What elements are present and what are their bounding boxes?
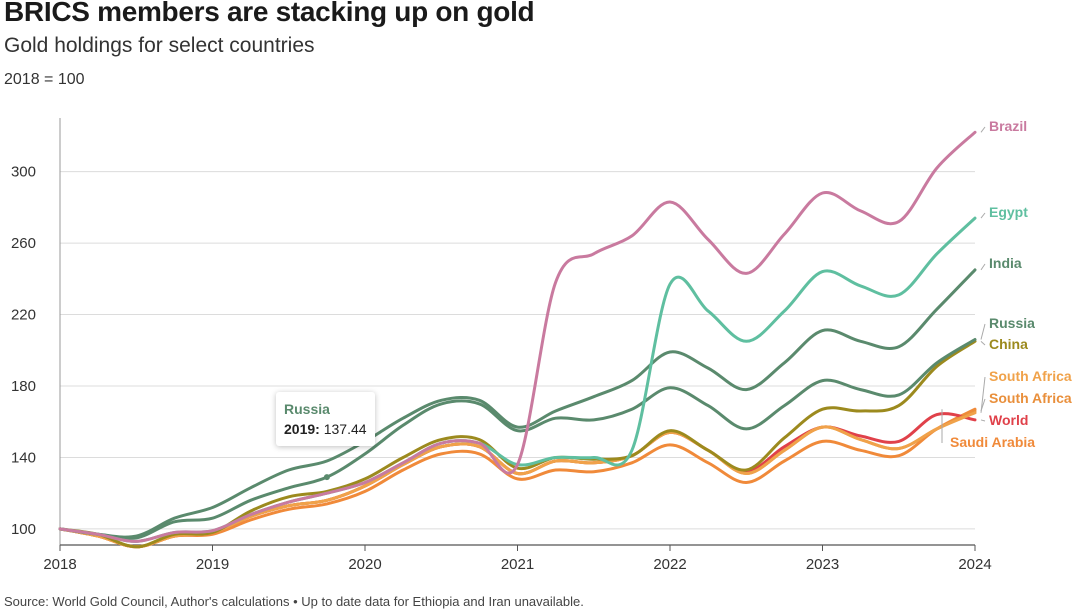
series-line-china bbox=[58, 339, 977, 549]
label-connector bbox=[980, 340, 986, 346]
x-tick-label: 2022 bbox=[653, 556, 686, 573]
label-connector bbox=[980, 323, 986, 340]
tooltip-value-line: 2019: 137.44 bbox=[284, 421, 367, 437]
x-tick-label: 2024 bbox=[958, 556, 991, 573]
series-labels: Brazil Egypt India Russia China South Africa S… bbox=[941, 118, 1072, 450]
y-tick-label: 100 bbox=[11, 521, 36, 538]
tooltip-year: 2019 bbox=[284, 421, 316, 437]
y-tick-label: 140 bbox=[11, 449, 36, 466]
series-label-saudi-arabia: Saudi Arabia bbox=[950, 434, 1035, 450]
tooltip-series: Russia bbox=[284, 401, 330, 417]
x-tick-label: 2018 bbox=[43, 556, 76, 573]
series-label-south-africa: South Africa bbox=[989, 368, 1072, 384]
series-label-russia: Russia bbox=[989, 315, 1035, 331]
series-line-russia bbox=[58, 338, 977, 540]
series-label-brazil: Brazil bbox=[989, 118, 1027, 134]
label-connector bbox=[980, 126, 986, 133]
series-label-south-africa: South Africa bbox=[989, 390, 1072, 406]
x-tick-label: 2020 bbox=[348, 556, 381, 573]
x-tick-label: 2021 bbox=[501, 556, 534, 573]
chart-subtitle: Gold holdings for select countries bbox=[4, 34, 315, 57]
label-connector bbox=[980, 263, 986, 271]
series-label-world: World bbox=[989, 412, 1028, 428]
y-tick-label: 180 bbox=[11, 378, 36, 395]
tooltip-marker bbox=[323, 474, 330, 481]
chart-title: BRICS members are stacking up on gold bbox=[4, 0, 535, 27]
y-tick-label: 300 bbox=[11, 164, 36, 181]
x-tick-label: 2019 bbox=[196, 556, 229, 573]
series-line-brazil bbox=[58, 130, 977, 543]
series-lines bbox=[58, 130, 977, 549]
x-tick-label: 2023 bbox=[806, 556, 839, 573]
series-line-egypt bbox=[58, 216, 977, 543]
series-label-egypt: Egypt bbox=[989, 204, 1028, 220]
source-note: Source: World Gold Council, Author's cal… bbox=[4, 594, 584, 609]
series-line-india bbox=[58, 268, 977, 539]
tooltip-value: 137.44 bbox=[323, 421, 367, 437]
y-tick-label: 260 bbox=[11, 235, 36, 252]
series-label-china: China bbox=[989, 336, 1028, 352]
y-axis-ticks: 100 140 180 220 260 300 bbox=[11, 164, 36, 538]
index-note: 2018 = 100 bbox=[4, 71, 85, 88]
label-connector bbox=[980, 419, 986, 422]
series-line-saudi-arabia bbox=[58, 407, 977, 549]
label-connector bbox=[980, 376, 986, 413]
y-tick-label: 220 bbox=[11, 307, 36, 324]
tooltip: Russia 2019: 137.44 bbox=[276, 392, 375, 446]
x-axis-ticks: 2018 2019 2020 2021 2022 2023 2024 bbox=[43, 545, 992, 573]
series-label-india: India bbox=[989, 255, 1022, 271]
label-connector bbox=[980, 398, 986, 412]
gridlines bbox=[60, 171, 975, 530]
label-connector bbox=[980, 212, 986, 219]
